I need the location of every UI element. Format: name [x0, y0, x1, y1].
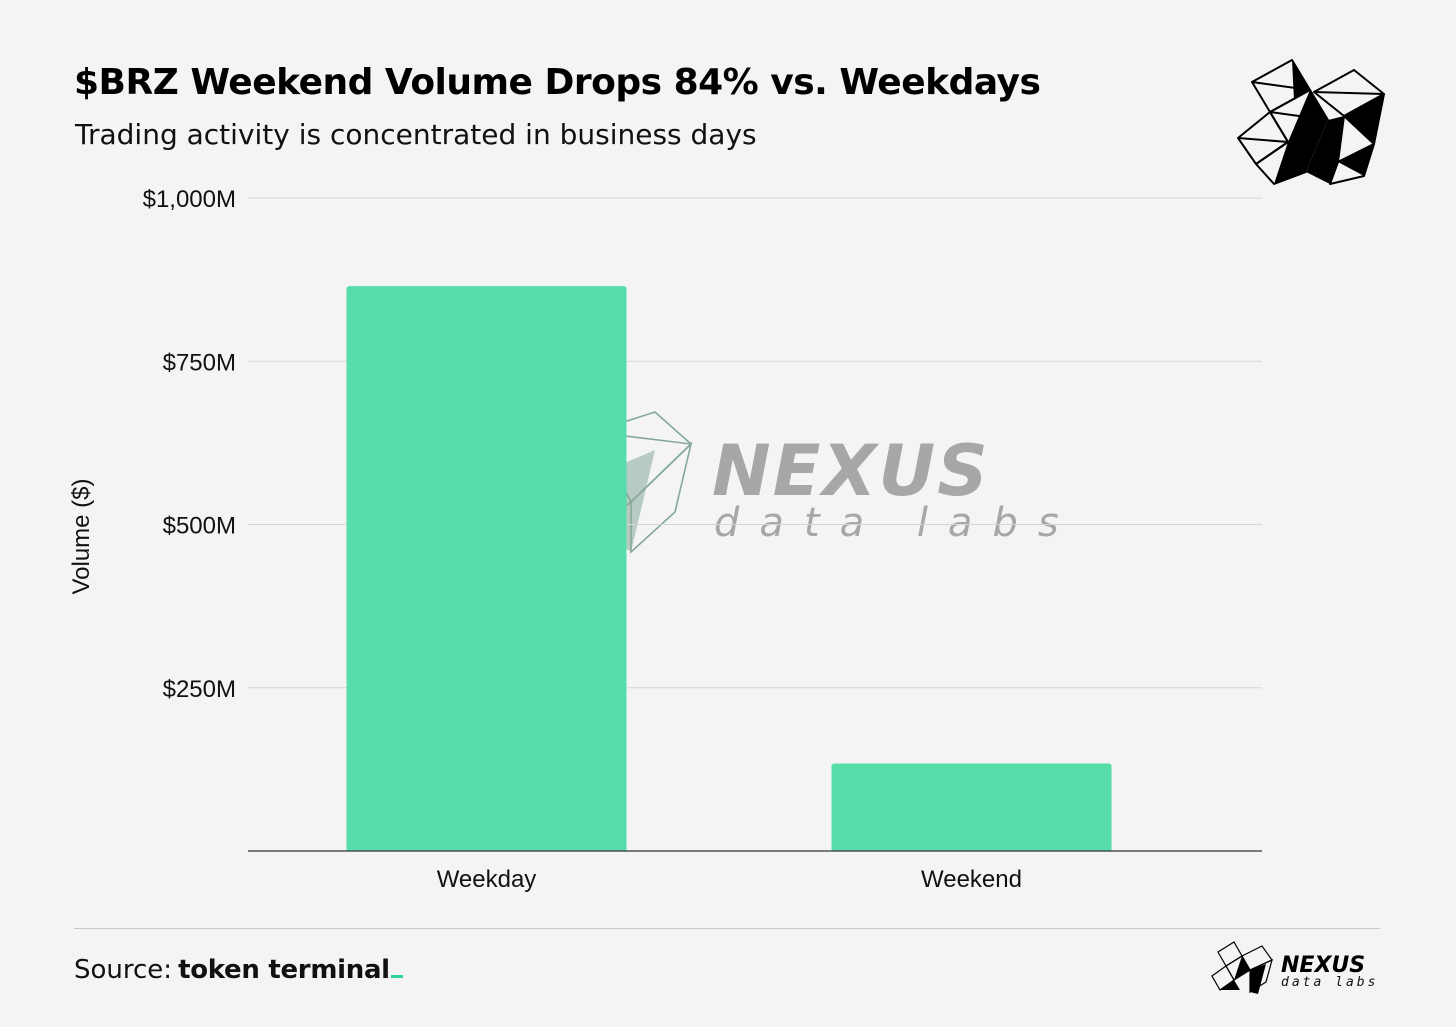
- watermark-wordmark: NEXUS: [712, 430, 990, 512]
- chart-title: $BRZ Weekend Volume Drops 84% vs. Weekda…: [74, 62, 1041, 103]
- y-tick-label: $500M: [163, 513, 236, 540]
- y-tick-labels: $250M $500M $750M $1,000M: [143, 186, 236, 703]
- bar-weekend: [831, 763, 1112, 851]
- nexus-footer-logo-icon: [1211, 941, 1273, 994]
- chart-subtitle: Trading activity is concentrated in busi…: [75, 118, 757, 151]
- y-axis-label: Volume ($): [68, 478, 95, 594]
- source-brand: token terminal: [178, 955, 390, 985]
- nexus-logo-icon: [1237, 59, 1385, 185]
- footer-logo-subtext: data labs: [1281, 975, 1379, 990]
- y-tick-label: $250M: [163, 676, 236, 703]
- x-tick-label: Weekday: [437, 866, 537, 893]
- nexus-watermark-icon: [509, 396, 693, 554]
- x-tick-label: Weekend: [921, 866, 1022, 893]
- x-tick-labels: Weekday Weekend: [437, 866, 1022, 893]
- y-tick-label: $1,000M: [143, 186, 236, 213]
- brand-cursor-mark: [390, 975, 403, 978]
- footer-logo-wordmark: NEXUS: [1281, 953, 1366, 978]
- bars: [346, 286, 1112, 851]
- source-note: Source: token terminal: [74, 955, 403, 985]
- watermark-subtext: data labs: [714, 500, 1079, 546]
- bar-weekday: [346, 286, 627, 851]
- source-label: Source:: [74, 955, 173, 985]
- footer-divider: [74, 928, 1380, 929]
- y-tick-label: $750M: [163, 349, 236, 376]
